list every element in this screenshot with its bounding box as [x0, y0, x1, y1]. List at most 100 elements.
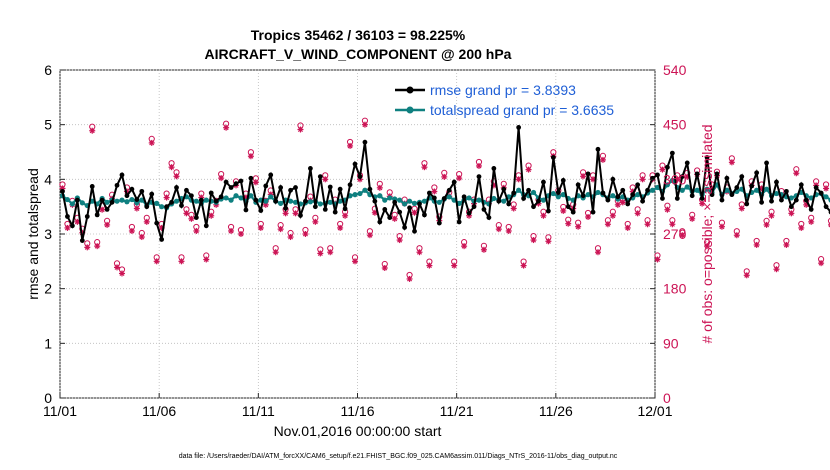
- rmse-point: [734, 185, 740, 190]
- obs-assimilated-stroke: [441, 174, 447, 180]
- rmse-point: [104, 207, 110, 212]
- obs-assimilated-stroke: [585, 214, 591, 220]
- obs-assimilated-stroke: [253, 179, 259, 185]
- obs-assimilated-point: [763, 221, 770, 228]
- rmse-point: [243, 207, 249, 213]
- legend-marker-totalspread: [406, 106, 414, 114]
- rmse-point: [407, 205, 412, 211]
- obs-assimilated-point: [718, 223, 725, 230]
- obs-assimilated-stroke: [645, 221, 651, 227]
- y-right-tick-label: 540: [663, 62, 687, 78]
- obs-assimilated-stroke: [416, 249, 423, 255]
- obs-assimilated-point: [218, 175, 225, 182]
- totalspread-point: [69, 201, 75, 207]
- obs-assimilated-point: [64, 224, 71, 231]
- obs-assimilated-point: [614, 201, 621, 208]
- obs-assimilated-stroke: [411, 210, 418, 216]
- totalspread-point: [248, 193, 254, 199]
- rmse-point: [605, 197, 611, 203]
- obs-assimilated-point: [74, 218, 81, 225]
- obs-assimilated-point: [376, 184, 383, 191]
- obs-assimilated-point: [381, 265, 388, 272]
- y-right-tick-label: 90: [663, 335, 679, 351]
- obs-assimilated-stroke: [426, 263, 432, 269]
- obs-assimilated-stroke: [635, 210, 641, 216]
- rmse-point: [223, 179, 229, 185]
- rmse-point: [342, 206, 348, 212]
- rmse-point: [466, 210, 472, 216]
- rmse-point: [699, 196, 705, 201]
- rmse-point: [650, 175, 655, 181]
- obs-assimilated-point: [704, 243, 711, 250]
- obs-assimilated-stroke: [144, 219, 150, 225]
- obs-assimilated-stroke: [178, 258, 185, 264]
- totalspread-point: [773, 190, 780, 197]
- obs-assimilated-point: [475, 162, 482, 169]
- obs-assimilated-stroke: [699, 201, 705, 207]
- totalspread-point: [64, 196, 71, 203]
- rmse-point: [65, 214, 70, 219]
- y-left-tick-label: 5: [44, 117, 52, 133]
- rmse-point: [268, 172, 274, 178]
- rmse-point: [570, 209, 576, 215]
- obs-assimilated-stroke: [228, 228, 234, 234]
- x-tick-label: 11/06: [142, 403, 176, 419]
- y-right-tick-label: 450: [663, 117, 687, 133]
- chart-title-line1: Tropics 35462 / 36103 = 98.225%: [251, 27, 466, 43]
- rmse-point: [674, 196, 680, 201]
- totalspread-point: [79, 200, 85, 206]
- obs-assimilated-stroke: [605, 221, 611, 227]
- totalspread-point: [754, 187, 760, 193]
- obs-assimilated-stroke: [139, 234, 145, 240]
- rmse-point: [615, 194, 621, 200]
- totalspread-point: [193, 198, 199, 204]
- rmse-point: [764, 160, 769, 166]
- rmse-point: [754, 170, 760, 176]
- obs-assimilated-point: [366, 232, 373, 239]
- rmse-point: [298, 213, 303, 218]
- obs-assimilated-point: [560, 207, 567, 214]
- obs-assimilated-point: [193, 227, 200, 234]
- obs-assimilated-point: [515, 176, 522, 183]
- obs-assimilated-point: [461, 243, 468, 250]
- obs-assimilated-point: [272, 249, 279, 256]
- obs-assimilated-stroke: [823, 185, 829, 191]
- y-right-tick-label: 0: [663, 390, 671, 406]
- obs-assimilated-stroke: [511, 205, 517, 212]
- obs-assimilated-point: [619, 199, 626, 206]
- obs-assimilated-point: [342, 212, 349, 219]
- obs-assimilated-stroke: [183, 210, 189, 216]
- obs-assimilated-stroke: [94, 243, 100, 249]
- obs-assimilated-point: [480, 246, 487, 253]
- totalspread-point: [501, 198, 507, 204]
- obs-assimilated-stroke: [610, 213, 616, 219]
- obs-assimilated-point: [391, 215, 398, 222]
- rmse-point: [630, 192, 636, 198]
- rmse-point: [139, 188, 145, 194]
- obs-assimilated-point: [262, 201, 269, 208]
- rmse-point: [248, 175, 254, 181]
- rmse-series: [60, 125, 830, 243]
- obs-assimilated-point: [118, 270, 125, 277]
- rmse-point: [600, 190, 606, 196]
- obs-assimilated-point: [495, 226, 502, 233]
- obs-assimilated-stroke: [327, 249, 333, 255]
- obs-assimilated-point: [282, 210, 289, 217]
- y-left-tick-label: 0: [44, 390, 52, 406]
- obs-assimilated-point: [237, 231, 244, 237]
- y-left-tick-label: 1: [44, 335, 52, 351]
- obs-assimilated-stroke: [669, 221, 675, 227]
- rmse-point: [288, 187, 293, 193]
- rmse-point: [283, 205, 289, 211]
- obs-assimilated-point: [585, 213, 592, 220]
- rmse-point: [595, 146, 601, 152]
- obs-assimilated-stroke: [625, 225, 631, 231]
- obs-assimilated-point: [361, 121, 368, 128]
- rmse-point: [446, 187, 452, 193]
- obs-assimilated-point: [416, 249, 423, 256]
- obs-assimilated-point: [609, 212, 616, 219]
- obs-assimilated-point: [594, 249, 601, 256]
- obs-assimilated-point: [644, 221, 651, 228]
- rmse-point: [188, 193, 194, 199]
- totalspread-point: [228, 197, 234, 203]
